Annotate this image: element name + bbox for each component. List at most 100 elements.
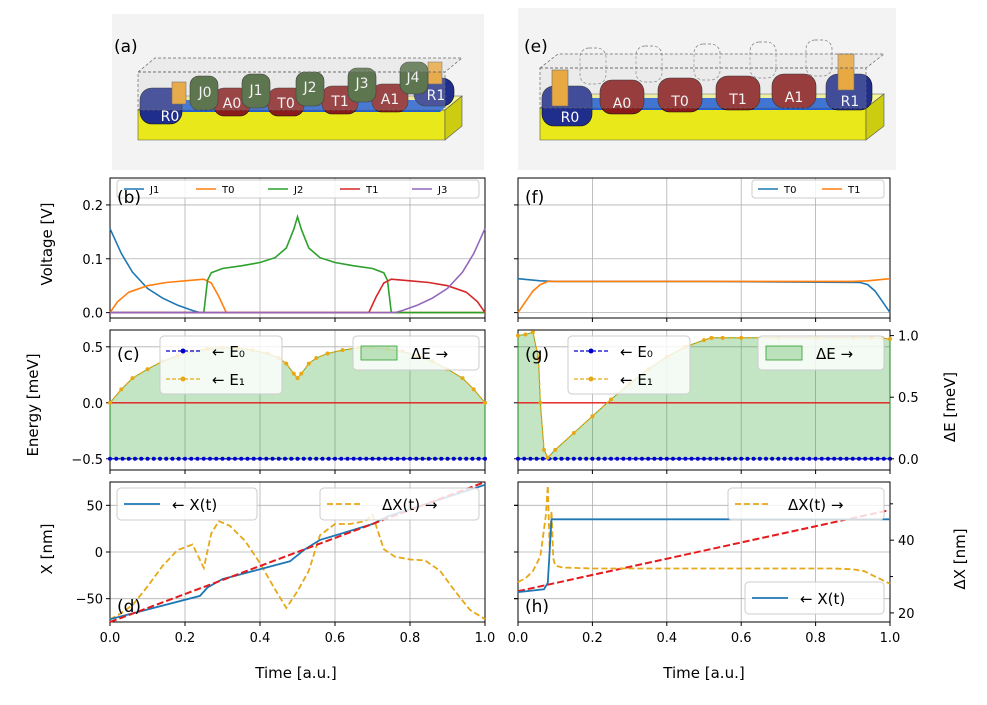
legend-x: ← X(t) — [744, 581, 885, 615]
y-tick-label: 0.5 — [82, 341, 103, 356]
axes-frame — [109, 329, 486, 471]
e0-point — [863, 456, 868, 461]
e0-point — [528, 456, 533, 461]
y-tick-label: 0.0 — [82, 307, 103, 322]
e0-point — [677, 456, 682, 461]
e1-point — [483, 400, 487, 405]
panel-letter-g: (g) — [525, 345, 549, 365]
panel-letter-h: (h) — [525, 597, 549, 617]
axes-frame — [109, 177, 486, 319]
e1-point — [119, 387, 124, 392]
legend: T0 T1 — [751, 179, 885, 199]
e0-point — [522, 456, 527, 461]
e0-point — [708, 456, 713, 461]
gate-a1: A1 — [771, 73, 817, 109]
panel-d: −50 0 50 0.0 0.2 0.4 0.6 0.8 1.0 ← X(t) ΔX(t) → (d) — [76, 481, 496, 646]
legend-label-x: ← X(t) — [172, 496, 217, 514]
x-tick-label: 0.0 — [100, 631, 121, 646]
series-line-t1 — [517, 277, 891, 314]
delta-x-line — [517, 485, 891, 585]
y2-tick-label: 20 — [898, 607, 915, 622]
e0-point — [702, 456, 706, 461]
oxide-box-front — [137, 71, 446, 111]
e1-point — [516, 333, 520, 338]
legend-label: T0 — [221, 185, 234, 196]
e1-point — [295, 376, 300, 381]
e0-point — [640, 456, 644, 461]
oxide-box-top — [137, 57, 463, 73]
panel-letter-f: (f) — [525, 188, 544, 208]
e1-point — [571, 431, 576, 436]
e0-point — [220, 456, 225, 461]
legend-label-e1: ← E₁ — [620, 371, 653, 389]
barrier-j2: J2 — [295, 71, 325, 107]
e1-point — [306, 361, 311, 366]
y2-tick-label: 40 — [898, 534, 915, 549]
e0-point — [516, 456, 520, 461]
e0-point — [627, 456, 632, 461]
legend-label: T0 — [783, 185, 796, 196]
e0-point — [420, 456, 425, 461]
x-tick-label: 0.8 — [805, 631, 826, 646]
e0-point — [108, 456, 112, 461]
e0-point — [683, 456, 688, 461]
gate-label: R1 — [841, 94, 860, 110]
legend-label: J1 — [149, 185, 159, 196]
e0-point — [208, 456, 212, 461]
e0-point — [534, 456, 539, 461]
e1-point — [299, 371, 304, 376]
e0-point — [326, 456, 331, 461]
e0-point — [584, 456, 589, 461]
barrier-label: J2 — [302, 80, 316, 96]
barrier-outlines — [579, 39, 833, 85]
gate-label: A1 — [381, 92, 399, 108]
e0-point — [553, 456, 558, 461]
e0-point — [782, 456, 787, 461]
e0-point — [770, 456, 775, 461]
y-tick-label: −0.5 — [71, 453, 103, 468]
legend-frame — [116, 179, 480, 199]
legend-marker-e1 — [588, 376, 594, 382]
x-tick-label: 0.4 — [656, 631, 677, 646]
y2-tick-label: 1.0 — [898, 330, 919, 345]
e0-point — [314, 456, 319, 461]
x-tick-label: 1.0 — [475, 631, 496, 646]
y-tick-label: 0.2 — [82, 199, 103, 214]
e1-point — [538, 400, 543, 405]
x-tick-label: 0.2 — [582, 631, 603, 646]
gate-label: T1 — [330, 94, 348, 110]
panel-h: 0.0 0.2 0.4 0.6 0.8 1.0 20 40 ΔX(t) → ← X(t) (h) — [508, 481, 915, 646]
e1-point — [130, 376, 135, 381]
e0-point — [433, 456, 437, 461]
e0-point — [596, 456, 601, 461]
legend-marker-e1 — [180, 376, 186, 382]
e1-point — [536, 356, 541, 360]
reservoir-block — [551, 69, 569, 107]
panel-g: ← E₀ ← E₁ ΔE → (g) 0.0 0.5 1.0 — [514, 329, 919, 474]
e0-point — [170, 456, 175, 461]
e0-point — [764, 456, 768, 461]
e0-point — [333, 456, 337, 461]
e0-point — [671, 456, 675, 461]
e0-point — [189, 456, 194, 461]
panel-letter-b: (b) — [117, 188, 141, 208]
e0-point — [745, 456, 750, 461]
e0-point — [838, 456, 843, 461]
legend-label-delta-e: ΔE → — [411, 345, 448, 363]
legend-label: T1 — [847, 185, 860, 196]
y2-tick-label: 0.5 — [898, 391, 919, 406]
e1-point — [471, 387, 476, 392]
e0-point — [652, 456, 657, 461]
e0-point — [301, 456, 306, 461]
e0-point — [195, 456, 200, 461]
gate-label: R0 — [561, 110, 580, 126]
e0-point — [389, 456, 394, 461]
substrate-side — [444, 95, 463, 141]
y-tick-label: 0 — [95, 546, 103, 561]
barrier-label: J1 — [248, 83, 262, 99]
e1-point — [702, 338, 706, 343]
e0-point — [308, 456, 312, 461]
legend-label-x: ← X(t) — [800, 590, 845, 608]
e0-point — [826, 456, 830, 461]
gate-label: A1 — [785, 90, 803, 106]
